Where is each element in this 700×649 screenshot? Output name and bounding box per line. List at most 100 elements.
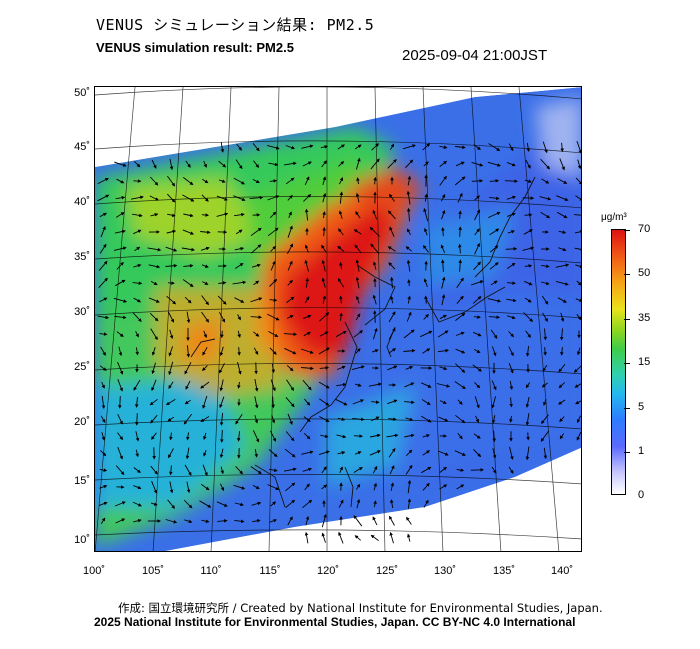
wind-arrow <box>114 229 126 234</box>
wind-arrow <box>388 262 396 270</box>
wind-arrow <box>150 328 158 341</box>
lat-label-50: 50˚ <box>74 87 90 99</box>
wind-arrow <box>133 160 141 168</box>
wind-arrow <box>439 145 448 149</box>
wind-arrow <box>321 484 328 490</box>
wind-arrow <box>405 417 414 422</box>
wind-arrow <box>303 193 312 202</box>
wind-arrow <box>251 501 262 506</box>
wind-arrow <box>253 160 260 169</box>
wind-arrow <box>150 281 158 286</box>
wind-arrow <box>184 362 192 375</box>
wind-arrow <box>491 346 497 357</box>
wind-arrow <box>421 382 432 388</box>
wind-arrow <box>250 297 263 303</box>
wind-arrow <box>489 196 500 201</box>
wind-arrow <box>575 264 581 269</box>
wind-arrow <box>526 142 531 152</box>
wind-arrow <box>355 211 361 219</box>
wind-arrow <box>576 314 581 321</box>
wind-arrow <box>286 379 295 391</box>
wind-arrow <box>168 361 174 376</box>
wind-arrow <box>458 226 462 237</box>
wind-arrow <box>541 281 550 286</box>
wind-arrow <box>303 331 311 337</box>
wind-arrow <box>270 430 276 442</box>
wind-arrow <box>541 295 549 305</box>
wind-arrow <box>539 196 552 201</box>
wind-arrow <box>147 247 162 252</box>
wind-arrow <box>420 330 433 338</box>
wind-arrow <box>251 244 262 254</box>
wind-arrow <box>543 398 547 406</box>
wind-arrow <box>336 365 346 370</box>
wind-arrow <box>132 501 142 507</box>
wind-arrow <box>405 246 412 252</box>
wind-arrow <box>200 416 210 422</box>
wind-arrow <box>422 434 431 438</box>
wind-arrow <box>169 158 174 171</box>
wind-arrow <box>235 414 243 425</box>
wind-arrow <box>557 178 568 184</box>
wind-arrow <box>201 264 209 268</box>
wind-arrow <box>372 327 378 340</box>
wind-arrow <box>455 331 465 336</box>
wind-arrow <box>99 365 107 371</box>
wind-arrow <box>405 449 413 457</box>
wind-arrow <box>185 160 191 168</box>
wind-arrow <box>133 229 142 235</box>
wind-arrow <box>219 412 224 426</box>
wind-arrow <box>406 190 411 205</box>
wind-arrow <box>169 481 174 494</box>
wind-arrow <box>508 143 514 152</box>
wind-arrow <box>200 246 210 251</box>
wind-arrow <box>115 465 125 476</box>
wind-arrow <box>455 161 465 167</box>
wind-arrow <box>115 195 126 200</box>
wind-arrow <box>182 194 195 202</box>
wind-arrow <box>509 415 513 423</box>
wind-arrow <box>186 432 190 441</box>
wind-arrow <box>270 260 276 271</box>
wind-arrow <box>473 433 481 439</box>
wind-arrow <box>455 348 466 354</box>
wind-arrow <box>543 347 547 356</box>
wind-arrow <box>202 346 208 356</box>
wind-arrow <box>217 295 227 305</box>
wind-arrow <box>183 177 194 186</box>
wind-arrow <box>523 312 534 323</box>
wind-arrow <box>304 531 309 544</box>
wind-arrow <box>372 261 377 270</box>
wind-arrow <box>454 450 466 456</box>
wind-arrow <box>471 280 484 286</box>
wind-arrow <box>387 399 398 405</box>
wind-arrow <box>491 396 497 409</box>
wind-arrow <box>355 192 360 203</box>
wind-arrow <box>150 465 158 475</box>
wind-arrow <box>320 145 329 149</box>
lat-label-40: 40˚ <box>74 196 90 208</box>
wind-arrow <box>422 143 431 151</box>
wind-arrow <box>509 397 513 408</box>
wind-arrow <box>506 162 516 167</box>
wind-arrow <box>286 315 294 319</box>
wind-arrow <box>406 207 411 222</box>
wind-arrow <box>101 381 105 389</box>
wind-arrow <box>354 383 362 387</box>
wind-arrow <box>488 211 501 219</box>
wind-arrow <box>166 295 177 305</box>
wind-arrow <box>269 179 278 183</box>
wind-arrow <box>555 263 570 268</box>
wind-arrow <box>302 467 313 472</box>
wind-arrow <box>543 328 548 341</box>
wind-arrow <box>574 247 581 252</box>
wind-arrow <box>525 446 530 461</box>
colorbar-label-15: 15 <box>638 356 651 368</box>
wind-arrow <box>151 159 157 169</box>
wind-arrow <box>253 347 259 355</box>
wind-arrow <box>203 432 207 440</box>
wind-arrow <box>473 449 482 458</box>
wind-arrow <box>372 516 378 526</box>
lon-label-110: 110˚ <box>200 565 222 577</box>
wind-arrow <box>253 331 260 337</box>
